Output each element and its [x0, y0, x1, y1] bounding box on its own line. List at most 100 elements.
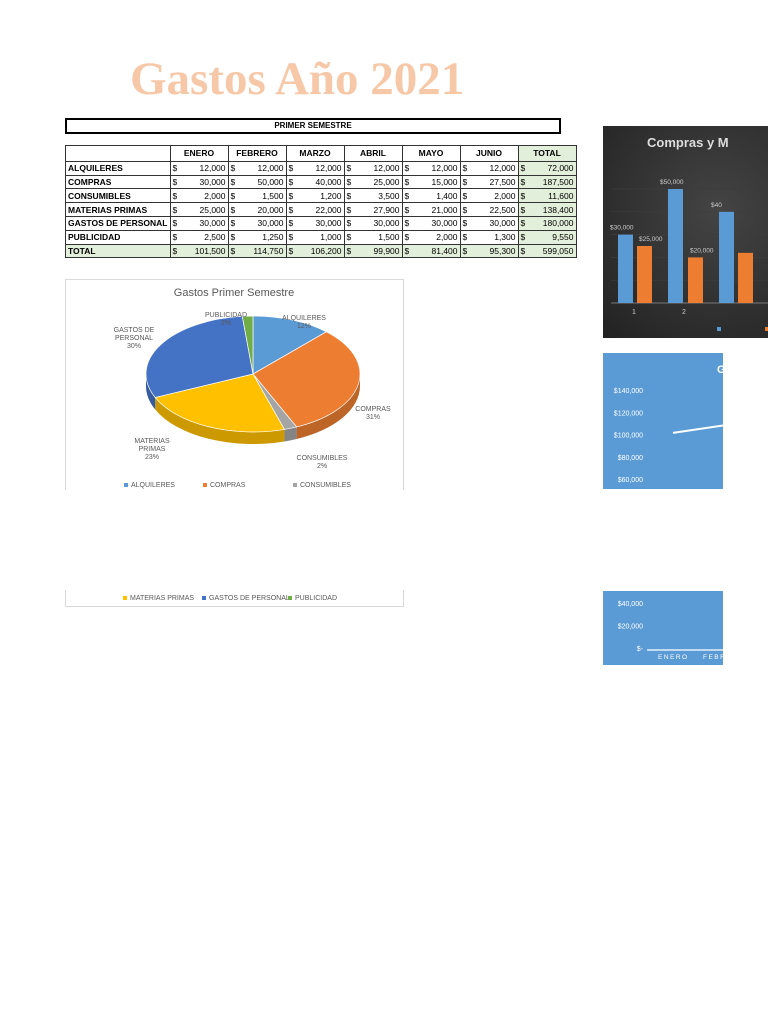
row-label: ALQUILERES [65, 160, 171, 176]
slice-name: COMPRAS [355, 406, 391, 413]
cell-value: 12,000 [373, 163, 400, 174]
bar-chart[interactable]: Compras y M $30,000 $50,000 $40 $25,000 $20,0… [603, 126, 768, 338]
currency-symbol: $ [172, 204, 178, 215]
cell-value: 30,000 [431, 218, 458, 229]
currency-symbol: $ [172, 245, 178, 256]
cell-value: 2,500 [204, 232, 226, 243]
column-header: ABRIL [343, 145, 403, 162]
table-cell: $30,000 [343, 215, 403, 231]
table-cell: $22,500 [459, 202, 519, 217]
legend-label: COMPRAS [210, 482, 246, 489]
table-cell: $30,000 [285, 215, 345, 231]
row-label: COMPRAS [65, 174, 171, 190]
row-label: MATERIAS PRIMAS [65, 202, 171, 217]
bar [688, 257, 703, 303]
legend-label: MATERIAS PRIMAS [130, 595, 194, 602]
cell-value: 21,000 [431, 204, 458, 215]
table-cell: $101,500 [169, 243, 229, 259]
cell-value: 27,900 [373, 204, 400, 215]
legend-swatch [293, 483, 297, 487]
currency-symbol: $ [520, 190, 526, 201]
cell-value: 25,000 [373, 176, 400, 187]
row-label: PUBLICIDAD [65, 229, 171, 245]
currency-symbol: $ [404, 232, 410, 243]
cell-value: 9,550 [552, 232, 574, 243]
table-row: PUBLICIDAD $2,500 $1,250 $1,000 $1,500 $2,000… [65, 229, 577, 245]
bar-data-label: $40 [711, 202, 722, 209]
y-tick-label: $140,000 [614, 388, 643, 395]
slice-percent: 30% [127, 343, 141, 350]
y-tick-label: $120,000 [614, 410, 643, 417]
cell-value: 12,000 [315, 163, 342, 174]
y-tick-label: $100,000 [614, 433, 643, 440]
legend-label: ALQUILERES [131, 482, 175, 489]
table-cell: $138,400 [517, 202, 577, 217]
cell-value: 50,000 [257, 176, 284, 187]
cell-value: 72,000 [547, 163, 574, 174]
currency-symbol: $ [404, 204, 410, 215]
currency-symbol: $ [346, 163, 352, 174]
cell-value: 12,000 [489, 163, 516, 174]
slice-percent: 31% [366, 414, 380, 421]
table-row: MATERIAS PRIMAS $25,000 $20,000 $22,000 $27,… [65, 202, 577, 217]
cell-value: 114,750 [253, 245, 284, 256]
table-cell: $22,000 [285, 202, 345, 217]
currency-symbol: $ [172, 218, 178, 229]
currency-symbol: $ [346, 245, 352, 256]
bar-data-label: $25,000 [639, 236, 663, 243]
table-cell: $11,600 [517, 188, 577, 204]
x-tick-label: 2 [682, 309, 686, 316]
currency-symbol: $ [288, 190, 294, 201]
pie-chart[interactable]: Gastos Primer Semestre ALQUILERES 12% COMPR… [65, 279, 404, 490]
bar-data-label: $20,000 [690, 247, 714, 254]
cell-value: 12,000 [199, 163, 226, 174]
cell-value: 1,400 [436, 190, 458, 201]
chart-title: Compras y M [647, 135, 729, 150]
table-cell: $50,000 [227, 174, 287, 190]
table-cell: $30,000 [401, 215, 461, 231]
column-header: MARZO [285, 145, 345, 162]
table-row: TOTAL $101,500 $114,750 $106,200 $99,900 $81,… [65, 243, 577, 259]
y-tick-label: $40,000 [618, 601, 643, 608]
currency-symbol: $ [230, 245, 236, 256]
pie-slice [145, 315, 254, 398]
cell-value: 599,050 [542, 245, 574, 256]
currency-symbol: $ [404, 245, 410, 256]
slice-name-line: PRIMAS [139, 446, 166, 453]
cell-value: 25,000 [199, 204, 226, 215]
line-chart[interactable]: G $140,000 $120,000 $100,000 $80,000 $60,000 [603, 353, 723, 489]
currency-symbol: $ [230, 204, 236, 215]
row-label: GASTOS DE PERSONAL [65, 215, 171, 231]
column-header: TOTAL [517, 145, 577, 162]
table-cell: $9,550 [517, 229, 577, 245]
column-header: JUNIO [459, 145, 519, 162]
cell-value: 15,000 [431, 176, 458, 187]
table-cell: $2,000 [401, 229, 461, 245]
pie-slice [241, 315, 254, 375]
currency-symbol: $ [404, 218, 410, 229]
pie-slice [252, 331, 361, 428]
legend-swatch [717, 327, 721, 331]
cell-value: 2,000 [204, 190, 226, 201]
legend-label: GASTOS DE PERSONAL [209, 595, 290, 602]
line-chart-lower[interactable]: $40,000 $20,000 $- ENERO FEBR [603, 591, 723, 665]
table-row: CONSUMIBLES $2,000 $1,500 $1,200 $3,500 $1,40… [65, 188, 577, 204]
slice-percent: 2% [317, 463, 327, 470]
pie-slice [252, 315, 328, 375]
legend-swatch [765, 327, 768, 331]
cell-value: 101,500 [194, 245, 226, 256]
table-cell: $99,900 [343, 243, 403, 259]
table-cell: $1,500 [343, 229, 403, 245]
table-cell: $30,000 [169, 215, 229, 231]
pie-slice-side [284, 426, 297, 442]
table-cell: $30,000 [227, 215, 287, 231]
table-cell: $12,000 [459, 160, 519, 176]
currency-symbol: $ [404, 190, 410, 201]
table-cell: $3,500 [343, 188, 403, 204]
table-cell: $599,050 [517, 243, 577, 259]
table-cell: $40,000 [285, 174, 345, 190]
currency-symbol: $ [462, 176, 468, 187]
